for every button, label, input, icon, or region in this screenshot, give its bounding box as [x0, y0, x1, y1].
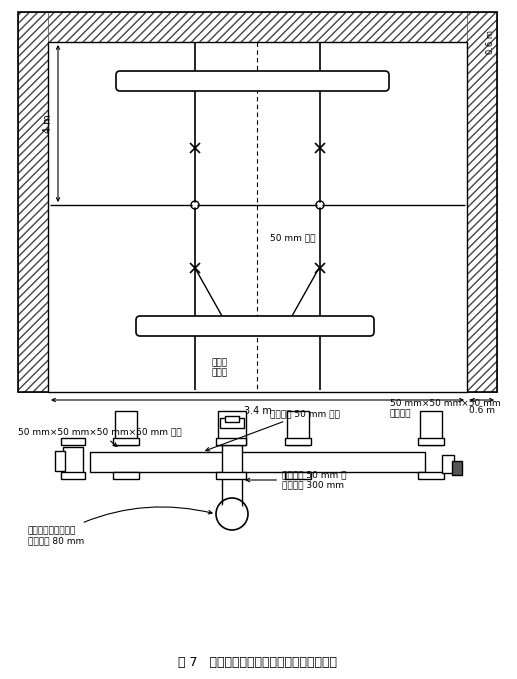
Bar [113, 472, 139, 479]
Bar [220, 418, 244, 428]
Bar [452, 461, 462, 475]
FancyBboxPatch shape [116, 71, 389, 91]
Text: 集流管
从下看: 集流管 从下看 [212, 358, 228, 378]
Text: 吊顶上带变径的接头
公称直径 80 mm: 吊顶上带变径的接头 公称直径 80 mm [28, 507, 212, 545]
Bar [113, 438, 139, 445]
Bar [115, 411, 137, 445]
Circle shape [192, 202, 197, 208]
Bar [216, 438, 246, 445]
Text: 3.4 m: 3.4 m [244, 406, 271, 416]
Text: 公称直径 50 mm 的管: 公称直径 50 mm 的管 [206, 409, 340, 451]
Circle shape [219, 501, 245, 527]
Bar [63, 447, 83, 477]
Bar [48, 42, 467, 392]
Bar [285, 438, 311, 445]
Circle shape [317, 202, 323, 208]
Bar [18, 12, 497, 42]
Bar [418, 438, 444, 445]
Bar [18, 12, 497, 392]
Text: 50 mm×50 mm×50 mm
螺纹接头: 50 mm×50 mm×50 mm 螺纹接头 [390, 399, 500, 418]
Bar [287, 411, 309, 445]
Bar [55, 451, 65, 471]
Bar [216, 472, 246, 479]
Bar [90, 452, 425, 472]
Bar [420, 411, 442, 445]
FancyBboxPatch shape [136, 316, 374, 336]
Bar [61, 438, 85, 445]
Text: 图 7   布水试验装置中多个喷头管的管路布置: 图 7 布水试验装置中多个喷头管的管路布置 [178, 655, 338, 669]
Text: 0.6 m: 0.6 m [486, 30, 495, 54]
Bar [218, 411, 246, 445]
Bar [18, 12, 497, 392]
Bar [18, 12, 48, 392]
Bar [418, 472, 444, 479]
Bar [225, 416, 239, 422]
Text: 公称直径 50 mm 管
最小长度 300 mm: 公称直径 50 mm 管 最小长度 300 mm [246, 471, 346, 490]
Bar [61, 472, 85, 479]
Bar [467, 12, 497, 392]
Text: 50 mm 直管: 50 mm 直管 [270, 234, 315, 242]
Bar [285, 472, 311, 479]
Bar [442, 455, 454, 473]
Text: 4 m: 4 m [43, 114, 53, 133]
Text: 0.6 m: 0.6 m [469, 406, 495, 415]
Bar [222, 418, 242, 514]
Bar [18, 362, 497, 392]
Text: 50 mm×50 mm×50 mm×50 mm 四通: 50 mm×50 mm×50 mm×50 mm 四通 [18, 428, 181, 446]
